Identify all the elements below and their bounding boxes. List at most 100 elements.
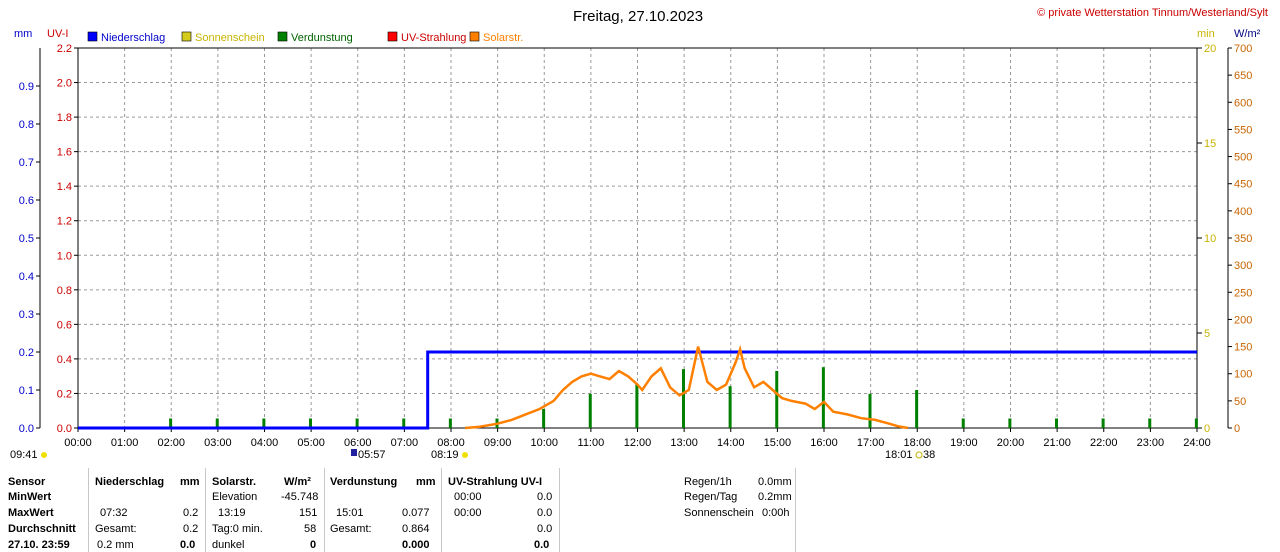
- x-tick-label: 01:00: [111, 437, 139, 449]
- wm2-tick-label: 0: [1234, 423, 1240, 435]
- rain-total-label: Gesamt:: [95, 523, 137, 535]
- evaporation-bar: [1101, 418, 1105, 428]
- evap-total-label: Gesamt:: [330, 523, 372, 535]
- mm-tick-label: 0.4: [19, 271, 34, 283]
- rain-1h-label: Regen/1h: [684, 476, 732, 488]
- sunset-extra: 38: [923, 449, 935, 461]
- evaporation-bar: [915, 390, 919, 428]
- evaporation-bar: [1055, 418, 1058, 428]
- uv-tick-label: 2.2: [57, 43, 72, 55]
- time-markers: 09:41 05:57 08:19 18:01 38: [10, 449, 935, 461]
- evaporation-bars: [169, 367, 1198, 428]
- chart-grid: [78, 47, 1197, 428]
- precipitation-line: [78, 350, 1197, 430]
- uv-tick-label: 2.0: [57, 78, 72, 90]
- wm2-tick-label: 300: [1234, 260, 1252, 272]
- dark-label: dunkel: [212, 539, 245, 551]
- solar-max-value: 151: [299, 507, 318, 519]
- evaporation-bar: [961, 418, 965, 428]
- chart-title: Freitag, 27.10.2023: [573, 8, 703, 25]
- x-tick-label: 18:00: [903, 437, 931, 449]
- wm2-axis-unit: W/m²: [1234, 28, 1261, 40]
- moon-time: 09:41: [10, 449, 38, 461]
- chart-axes: [36, 47, 1232, 432]
- x-tick-label: 20:00: [997, 437, 1025, 449]
- min-axis-unit: min: [1197, 28, 1215, 40]
- x-tick-label: 24:00: [1183, 437, 1211, 449]
- x-tick-label: 21:00: [1043, 437, 1071, 449]
- solar-unit: W/m²: [284, 476, 311, 488]
- uv-min-time: 00:00: [454, 491, 482, 503]
- x-tick-label: 03:00: [204, 437, 232, 449]
- sunset-time: 18:01: [885, 449, 913, 461]
- wm2-tick-label: 50: [1234, 396, 1246, 408]
- mm-tick-label: 0.2: [19, 347, 34, 359]
- sunshine-label: Sonnenschein: [684, 507, 754, 519]
- wm2-tick-label: 100: [1234, 369, 1252, 381]
- rain-day-label: Regen/Tag: [684, 491, 738, 503]
- solar-day-label: Tag:0 min.: [212, 523, 263, 535]
- sunrise-time: 05:57: [358, 449, 386, 461]
- uv-avg-value: 0.0: [537, 523, 553, 535]
- uv-tick-label: 1.6: [57, 147, 72, 159]
- evap-header: Verdunstung: [330, 476, 398, 488]
- sun-time: 08:19: [431, 449, 459, 461]
- legend-label: Niederschlag: [101, 32, 165, 44]
- tick-labels: 00:00 01:00 02:00 03:00 04:00 05:00 06:00 07:00…: [19, 43, 1253, 449]
- avg-label: Durchschnitt: [8, 523, 76, 535]
- x-tick-label: 23:00: [1137, 437, 1165, 449]
- rain-header: Niederschlag: [95, 476, 165, 488]
- min-tick-label: 10: [1204, 233, 1216, 245]
- x-tick-label: 22:00: [1090, 437, 1118, 449]
- min-tick-label: 20: [1204, 43, 1216, 55]
- x-tick-label: 11:00: [578, 437, 605, 449]
- wm2-tick-label: 250: [1234, 287, 1252, 299]
- uv-tick-label: 0.4: [57, 354, 72, 366]
- evaporation-bar: [215, 418, 219, 428]
- evaporation-bar: [868, 393, 872, 428]
- x-tick-label: 00:00: [64, 437, 92, 449]
- evaporation-bar: [821, 367, 825, 428]
- evaporation-bar: [682, 369, 685, 428]
- moon-icon: [41, 452, 47, 458]
- wm2-tick-label: 700: [1234, 43, 1252, 55]
- x-tick-label: 09:00: [484, 437, 512, 449]
- rain-max-value: 0.2: [183, 507, 199, 519]
- legend-swatch: [87, 31, 98, 42]
- min-tick-label: 0: [1204, 423, 1210, 435]
- divider: [205, 468, 206, 552]
- mm-tick-label: 0.9: [19, 81, 34, 93]
- evaporation-bar: [1194, 418, 1198, 428]
- uv-tick-label: 0.0: [57, 423, 72, 435]
- x-tick-label: 07:00: [391, 437, 419, 449]
- wm2-tick-label: 500: [1234, 152, 1252, 164]
- uv-max-time: 00:00: [454, 507, 482, 519]
- rain-max-time: 07:32: [100, 507, 128, 519]
- sunshine-value: 0:00h: [762, 507, 790, 519]
- min-label: MinWert: [8, 491, 52, 503]
- wm2-tick-label: 650: [1234, 70, 1252, 82]
- solar-day-value: 58: [304, 523, 317, 535]
- rain-total-value: 0.2: [183, 523, 199, 535]
- uv-tick-label: 1.4: [57, 181, 72, 193]
- wm2-tick-label: 550: [1234, 124, 1252, 136]
- mm-tick-label: 0.8: [19, 119, 34, 131]
- mm-tick-label: 0.7: [19, 157, 34, 169]
- evaporation-bar: [262, 418, 266, 428]
- wm2-tick-label: 600: [1234, 97, 1252, 109]
- evap-max-value: 0.077: [402, 507, 430, 519]
- uv-axis-unit: UV-I: [47, 28, 68, 40]
- x-tick-label: 14:00: [717, 437, 745, 449]
- elevation-label: Elevation: [212, 491, 258, 503]
- date-label: 27.10. 23:59: [8, 539, 70, 551]
- x-tick-label: 02:00: [157, 437, 185, 449]
- evap-day-sum: 0.000: [402, 539, 430, 551]
- wm2-tick-label: 150: [1234, 342, 1252, 354]
- evaporation-bar: [542, 409, 546, 428]
- uv-tick-label: 0.2: [57, 388, 72, 400]
- x-tick-label: 05:00: [297, 437, 325, 449]
- uv-tick-label: 0.8: [57, 285, 72, 297]
- uv-tick-label: 1.0: [57, 250, 72, 262]
- mm-tick-label: 0.1: [19, 385, 34, 397]
- legend-swatch: [469, 31, 480, 42]
